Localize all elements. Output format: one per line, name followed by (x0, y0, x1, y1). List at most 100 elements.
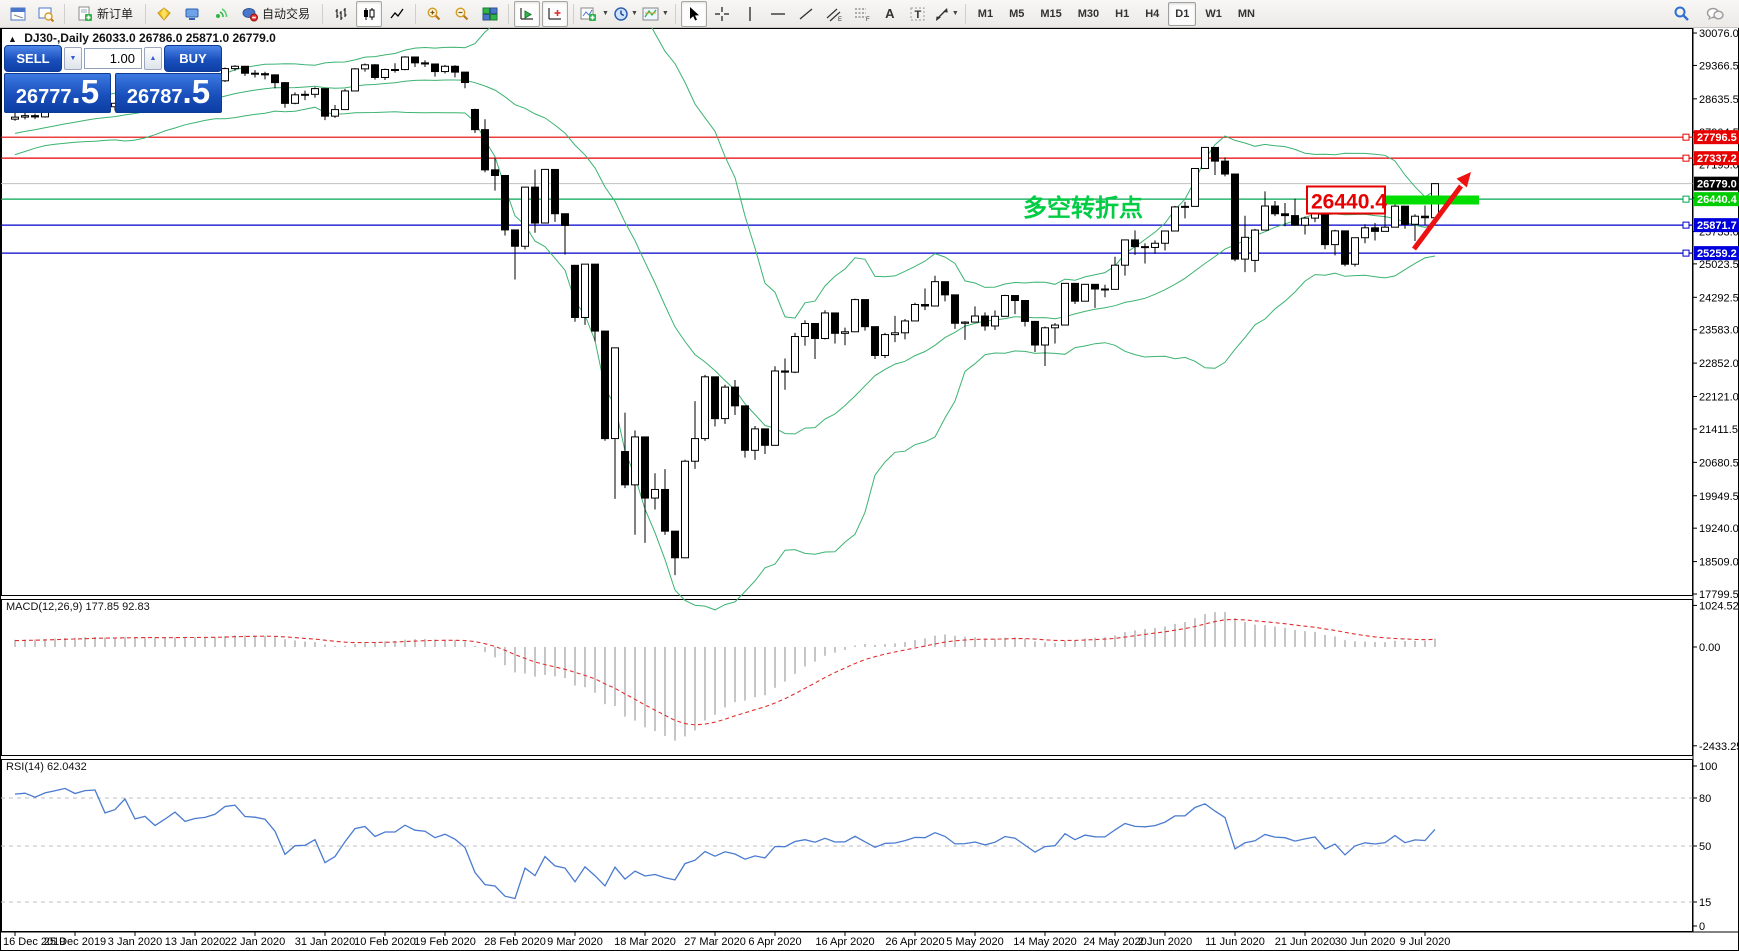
timeframe-m5[interactable]: M5 (1009, 7, 1025, 20)
macd-histogram-bar (464, 641, 466, 647)
periods-clock-icon[interactable]: ▼ (612, 1, 639, 27)
highlight-bar-annotation[interactable] (1379, 195, 1479, 205)
macd-histogram-bar (894, 643, 896, 647)
candle-body (1321, 211, 1329, 246)
timeframe-h1[interactable]: H1 (1115, 7, 1130, 20)
price-level-labels[interactable]: 27796.5 27337.2 26440.4 25871.7 25259.2 26779… (1682, 130, 1739, 261)
candle-body (1171, 206, 1179, 232)
timeframe-h4[interactable]: H4 (1145, 7, 1160, 20)
line-drag-handle[interactable] (1682, 133, 1690, 141)
cursor-tool-icon[interactable] (680, 0, 707, 27)
price-callout-box[interactable] (1306, 185, 1386, 215)
buy-price-display[interactable]: 26787 .5 (115, 73, 222, 113)
macd-histogram-bar (684, 647, 686, 737)
horizontal-lines-layer[interactable] (1, 136, 1693, 254)
text-tool-icon[interactable]: A (877, 1, 903, 27)
zoom-out-icon[interactable] (449, 1, 475, 27)
timeframe-mn[interactable]: MN (1237, 7, 1255, 20)
line-drag-handle[interactable] (1682, 221, 1690, 229)
auto-scroll-icon[interactable] (514, 0, 541, 27)
macd-histogram-bar (774, 647, 776, 688)
candle-body (791, 336, 799, 373)
timeframe-m15[interactable]: M15 (1040, 7, 1062, 20)
arrows-tool-icon[interactable]: ▼ (933, 1, 960, 27)
candle-body (471, 108, 479, 131)
line-chart-type-icon[interactable] (384, 1, 410, 27)
tile-windows-icon[interactable] (477, 1, 503, 27)
profiles-icon[interactable] (33, 1, 59, 27)
candle-body (701, 376, 709, 440)
label-tool-icon[interactable]: T (905, 1, 931, 27)
signals-icon[interactable] (207, 1, 233, 27)
volume-input[interactable]: 1.00 (84, 48, 142, 69)
timeframe-d1[interactable]: D1 (1168, 1, 1197, 26)
macd-pane[interactable] (1, 599, 1693, 756)
candle-body (431, 63, 439, 73)
chat-icon[interactable] (1702, 1, 1728, 27)
trendline-tool-icon[interactable] (793, 1, 819, 27)
candle-body (241, 65, 249, 74)
price-pane[interactable] (1, 28, 1693, 596)
crosshair-tool-icon[interactable] (709, 1, 735, 27)
candle-body (1011, 295, 1019, 302)
candlestick-chart-type-icon[interactable] (356, 0, 383, 27)
annotations-layer[interactable]: 多空转折点 26440.4 (1023, 172, 1479, 251)
candle-body (921, 304, 929, 307)
price-level-label (1694, 151, 1739, 166)
macd-histogram-bar (624, 647, 626, 717)
timeframe-m30[interactable]: M30 (1077, 7, 1100, 20)
virtual-hosting-icon[interactable] (179, 1, 205, 27)
vertical-line-tool-icon[interactable] (737, 1, 763, 27)
macd-histogram-bar (184, 637, 186, 647)
line-drag-handle[interactable] (1682, 195, 1690, 203)
sell-button[interactable]: SELL (4, 45, 62, 72)
svg-text:29366.5: 29366.5 (1699, 60, 1739, 72)
macd-histogram-bar (864, 643, 866, 647)
svg-text:19949.5: 19949.5 (1699, 491, 1739, 503)
volume-increase-button[interactable]: ▲ (144, 47, 162, 70)
auto-trading-button[interactable]: 自动交易 (235, 1, 317, 27)
candle-body (1301, 217, 1309, 226)
bar-chart-type-icon[interactable] (328, 1, 354, 27)
price-axis[interactable]: 30076.029366.528635.527904.527195.026464… (1692, 28, 1739, 933)
new-order-button[interactable]: 新订单 (70, 1, 140, 27)
new-chart-icon[interactable] (5, 1, 31, 27)
macd-histogram-bar (54, 638, 56, 647)
candle-body (1371, 227, 1379, 232)
macd-histogram-bar (1244, 621, 1246, 647)
macd-histogram-bar (964, 636, 966, 647)
volume-decrease-button[interactable]: ▼ (64, 47, 82, 70)
rsi-pane[interactable] (1, 759, 1693, 932)
candle-body (651, 488, 659, 499)
indicators-icon[interactable]: ▼ (579, 1, 610, 27)
bullish-arrow-annotation[interactable] (1411, 184, 1464, 251)
chart-shift-icon[interactable] (542, 0, 569, 27)
channel-tool-icon[interactable]: E (821, 1, 847, 27)
templates-icon[interactable]: ▼ (641, 1, 670, 27)
mql5-gem-icon[interactable] (151, 1, 177, 27)
date-tick-label: 18 Mar 2020 (614, 936, 676, 948)
line-drag-handle[interactable] (1682, 154, 1690, 162)
line-drag-handle[interactable] (1682, 249, 1690, 257)
timeframe-w1[interactable]: W1 (1205, 7, 1222, 20)
svg-text:-2433.25: -2433.25 (1699, 741, 1739, 753)
collapse-panel-icon[interactable]: ▲ (8, 34, 17, 44)
macd-histogram-bar (734, 647, 736, 703)
macd-histogram-bar (84, 637, 86, 647)
svg-text:23583.0: 23583.0 (1699, 325, 1739, 337)
horizontal-line-tool-icon[interactable] (765, 1, 791, 27)
buy-button[interactable]: BUY (164, 45, 222, 72)
pivot-point-annotation[interactable]: 多空转折点 (1023, 194, 1143, 222)
fibonacci-tool-icon[interactable]: F (849, 1, 875, 27)
macd-header: MACD(12,26,9) 177.85 92.83 (6, 601, 150, 613)
zoom-in-icon[interactable] (421, 1, 447, 27)
ohlc-values: 26033.0 26786.0 25871.0 26779.0 (92, 31, 276, 45)
macd-histogram-bar (74, 637, 76, 647)
sell-price-display[interactable]: 26777 .5 (4, 73, 111, 113)
macd-histogram-bar (644, 647, 646, 728)
timeframe-m1[interactable]: M1 (977, 7, 994, 20)
search-icon[interactable] (1668, 1, 1694, 27)
